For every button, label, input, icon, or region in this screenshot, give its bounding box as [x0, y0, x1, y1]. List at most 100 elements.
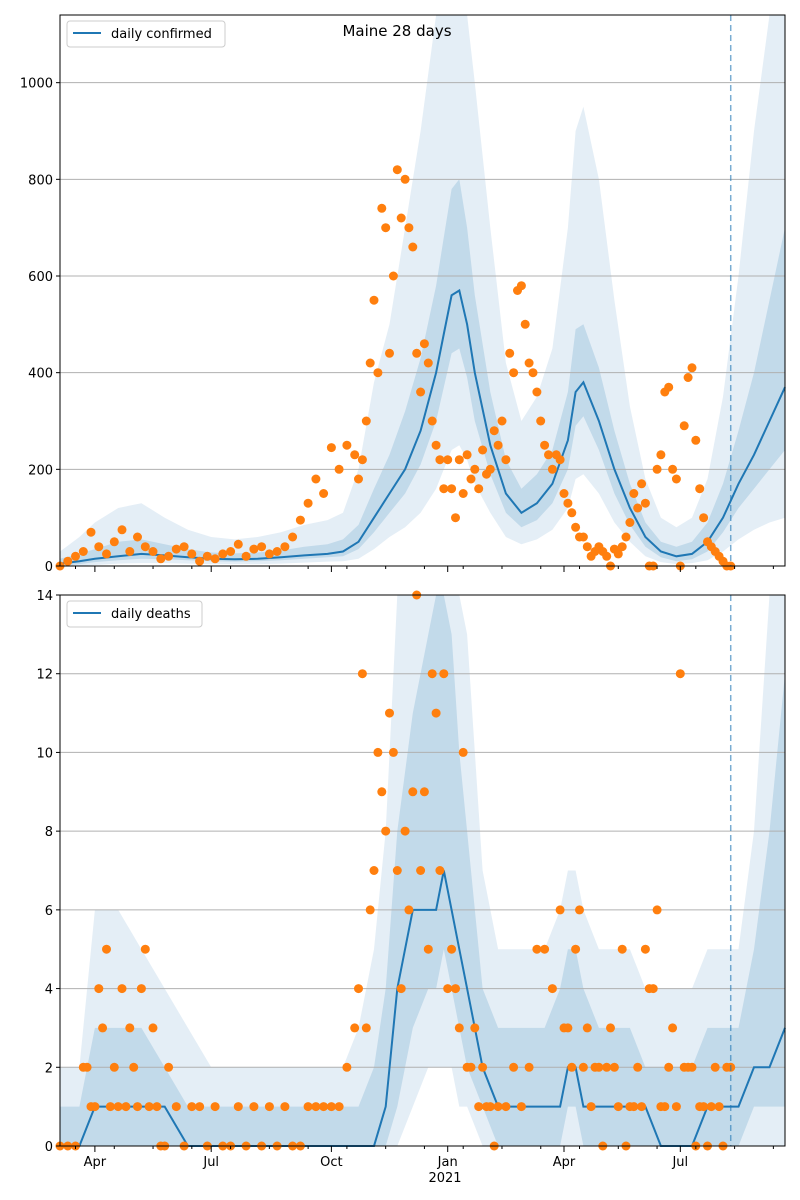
deaths-point	[633, 1062, 643, 1072]
confirmed-point	[241, 551, 251, 561]
confirmed-point	[377, 203, 387, 213]
confirmed-point	[125, 547, 135, 556]
confirmed-point	[202, 551, 212, 561]
deaths-point	[578, 1062, 588, 1072]
confirmed-point	[497, 416, 507, 426]
confirmed-point	[148, 547, 158, 556]
x-tick-label: Jul	[671, 1155, 688, 1170]
deaths-point	[516, 1102, 526, 1112]
deaths-y-tick-label: 6	[45, 904, 53, 919]
confirmed-point	[361, 416, 371, 426]
x-tick-label: Jul	[202, 1155, 219, 1170]
deaths-point	[125, 1023, 135, 1033]
confirmed-point	[210, 554, 220, 564]
confirmed-y-tick-label: 400	[28, 367, 53, 382]
deaths-point	[493, 1102, 503, 1112]
x-tick-label: Oct	[320, 1155, 342, 1170]
deaths-point	[82, 1062, 92, 1072]
chart-title: Maine 28 days	[342, 22, 451, 40]
deaths-point	[575, 905, 584, 915]
confirmed-point	[280, 542, 290, 552]
confirmed-point	[218, 549, 228, 559]
deaths-point	[509, 1062, 519, 1072]
confirmed-point	[78, 547, 88, 556]
confirmed-point	[447, 484, 457, 494]
deaths-point	[474, 1102, 484, 1112]
confirmed-point	[485, 464, 495, 474]
confirmed-y-tick-label: 200	[28, 463, 53, 478]
deaths-point	[586, 1102, 596, 1112]
confirmed-point	[109, 537, 119, 547]
deaths-point	[187, 1102, 197, 1112]
confirmed-point	[559, 489, 569, 498]
confirmed-point	[629, 489, 639, 498]
deaths-point	[668, 1023, 678, 1033]
deaths-point	[140, 944, 150, 954]
deaths-point	[400, 826, 410, 836]
deaths-point	[369, 866, 379, 875]
deaths-point	[652, 905, 662, 915]
deaths-point	[171, 1102, 181, 1112]
deaths-point	[714, 1102, 724, 1112]
deaths-y-tick-label: 14	[36, 589, 53, 604]
confirmed-point	[695, 484, 705, 494]
confirmed-point	[257, 542, 267, 552]
deaths-point	[113, 1102, 123, 1112]
deaths-x-ticks: Apr Jul Oct Jan Apr Jul	[75, 1146, 774, 1170]
confirmed-point	[63, 556, 73, 566]
confirmed-point	[633, 503, 643, 513]
confirmed-point	[408, 242, 418, 252]
confirmed-point	[474, 484, 484, 494]
confirmed-point	[578, 532, 588, 542]
deaths-point	[326, 1102, 336, 1112]
deaths-point	[373, 747, 383, 757]
deaths-point	[466, 1062, 476, 1072]
deaths-point	[660, 1102, 670, 1112]
deaths-point	[563, 1023, 573, 1033]
confirmed-point	[303, 498, 313, 508]
confirmed-point	[435, 455, 445, 465]
deaths-point	[501, 1102, 511, 1112]
confirmed-point	[637, 479, 647, 489]
deaths-point	[319, 1102, 329, 1112]
confirmed-y-tick-label: 0	[45, 560, 53, 575]
confirmed-point	[699, 513, 709, 523]
deaths-point	[408, 787, 418, 797]
confirmed-point	[171, 544, 181, 554]
confirmed-point	[373, 368, 383, 378]
confirmed-point	[563, 498, 573, 508]
deaths-observed-points	[55, 590, 736, 1151]
confirmed-point	[613, 549, 623, 559]
deaths-point	[94, 984, 104, 994]
deaths-point	[555, 905, 565, 915]
deaths-point	[334, 1102, 344, 1112]
deaths-point	[377, 787, 387, 797]
confirmed-point	[140, 542, 150, 552]
confirmed-point	[365, 358, 375, 368]
confirmed-point	[295, 515, 305, 525]
confirmed-plot-frame	[59, 14, 786, 567]
deaths-point	[582, 1023, 592, 1033]
deaths-point	[706, 1102, 716, 1112]
confirmed-point	[388, 271, 398, 281]
confirmed-point	[691, 435, 701, 445]
x-tick-label: Apr	[553, 1155, 576, 1170]
confirmed-point	[357, 455, 367, 465]
deaths-point	[117, 984, 127, 994]
deaths-point	[303, 1102, 313, 1112]
confirmed-point	[443, 455, 453, 465]
deaths-point	[388, 747, 398, 757]
confirmed-point	[164, 551, 174, 561]
deaths-y-tick-label: 4	[45, 983, 53, 998]
confirmed-point	[342, 440, 352, 450]
deaths-point	[148, 1023, 158, 1033]
deaths-point	[404, 905, 414, 915]
deaths-point	[458, 747, 468, 757]
confirmed-point	[71, 551, 80, 561]
confirmed-point	[489, 426, 499, 436]
confirmed-point	[381, 223, 391, 233]
deaths-point	[447, 944, 457, 954]
deaths-point	[392, 866, 402, 875]
confirmed-observed-points	[55, 165, 736, 571]
